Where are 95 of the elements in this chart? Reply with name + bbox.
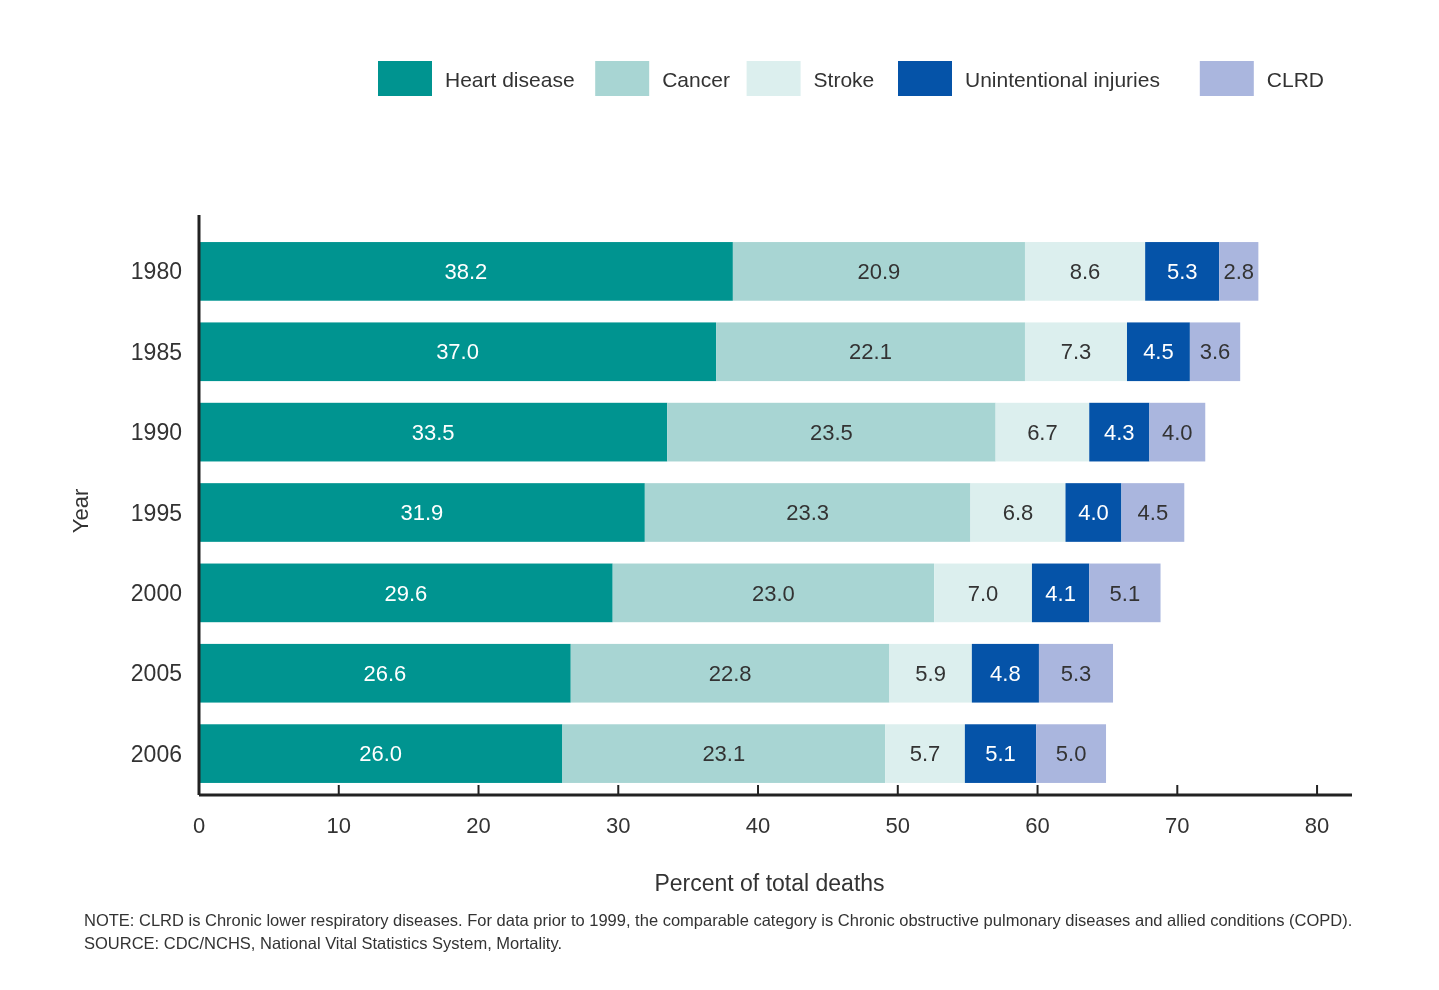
x-tick-label: 10 <box>326 813 351 838</box>
legend-label: Heart disease <box>445 68 575 92</box>
data-label: 33.5 <box>411 419 455 445</box>
y-tick-label: 1980 <box>130 258 182 285</box>
data-label: 4.0 <box>1078 500 1109 526</box>
bar <box>995 402 1090 462</box>
data-label: 4.3 <box>1104 419 1135 445</box>
data-label: 2.8 <box>1223 259 1255 285</box>
data-label: 4.8 <box>990 660 1021 686</box>
bar <box>199 242 733 301</box>
bar <box>199 643 571 703</box>
y-tick-label: 2006 <box>130 740 182 767</box>
data-label: 4.0 <box>1162 419 1193 445</box>
bar <box>199 402 668 462</box>
data-label: 23.0 <box>751 580 795 606</box>
data-label: 4.5 <box>1143 339 1174 365</box>
data-label: 29.6 <box>384 580 428 606</box>
x-tick-label: 30 <box>606 813 631 838</box>
data-label: 31.9 <box>400 500 444 526</box>
bar <box>1189 322 1241 382</box>
bar <box>885 724 965 783</box>
legend-label: Stroke <box>813 68 875 92</box>
data-label: 26.0 <box>359 741 403 767</box>
legend-label: CLRD <box>1266 68 1324 92</box>
data-label: 6.7 <box>1027 419 1058 445</box>
bar <box>1149 402 1206 462</box>
legend-label: Cancer <box>662 68 730 92</box>
x-tick-label: 50 <box>885 813 911 838</box>
y-tick-label: 2000 <box>130 579 182 606</box>
bar <box>199 724 563 783</box>
data-label: 37.0 <box>436 339 479 365</box>
bar <box>1024 322 1127 382</box>
bar <box>199 483 645 542</box>
data-label: 4.1 <box>1045 580 1076 606</box>
x-tick-label: 70 <box>1165 813 1190 838</box>
data-label: 23.3 <box>786 500 830 526</box>
bar <box>716 322 1025 382</box>
bar <box>1036 724 1107 783</box>
data-label: 23.1 <box>702 741 746 767</box>
bar <box>934 563 1032 623</box>
bar <box>570 643 890 703</box>
bar <box>1065 483 1122 542</box>
bar <box>612 563 935 623</box>
y-tick-label: 1990 <box>130 419 182 446</box>
data-label: 8.6 <box>1069 259 1101 285</box>
text: NOTE: CLRD is Chronic lower respiratory diseases. For data prior to 1999, the comparable category is Chronic obstructive pulmonary diseases and allied conditions (COPD). <box>84 910 1353 929</box>
y-axis-title: Year <box>67 488 93 534</box>
x-tick-label: 60 <box>1025 813 1050 838</box>
data-label: 3.6 <box>1199 339 1231 365</box>
y-tick-label: 2005 <box>130 660 182 687</box>
data-label: 5.0 <box>1055 741 1087 767</box>
x-tick-label: 20 <box>466 813 491 838</box>
legend-label: Unintentional injuries <box>965 68 1160 92</box>
data-label: 26.6 <box>363 660 407 686</box>
data-label: 5.7 <box>909 741 941 767</box>
bar <box>964 724 1037 783</box>
data-label: 5.9 <box>915 660 946 686</box>
bar <box>1031 563 1090 623</box>
bar <box>667 402 996 462</box>
bar <box>732 242 1025 301</box>
data-label: 5.1 <box>985 741 1016 767</box>
bar <box>1089 402 1150 462</box>
source-note: SOURCE: CDC/NCHS, National Vital Statistics System, Mortality. <box>84 933 563 952</box>
x-axis-title: Percent of total deaths <box>654 870 885 897</box>
bar <box>971 643 1039 703</box>
data-label: 6.8 <box>1002 500 1034 526</box>
data-label: 5.1 <box>1109 580 1141 606</box>
data-label: 22.1 <box>849 339 892 365</box>
data-label: 5.3 <box>1060 660 1092 686</box>
bar <box>970 483 1066 542</box>
bar <box>889 643 972 703</box>
bar <box>1089 563 1161 623</box>
x-tick-label: 80 <box>1304 813 1330 838</box>
data-label: 5.3 <box>1166 259 1198 285</box>
bar <box>1038 643 1114 703</box>
y-tick-label: 1995 <box>130 499 182 526</box>
bar <box>199 322 717 382</box>
data-label: 23.5 <box>809 419 853 445</box>
x-tick-label: 0 <box>192 813 206 838</box>
bar <box>562 724 886 783</box>
bar <box>1126 322 1190 382</box>
y-tick-label: 1985 <box>130 338 182 365</box>
bar <box>1024 242 1146 301</box>
x-tick-label: 40 <box>745 813 771 838</box>
bar <box>199 563 613 623</box>
bar <box>644 483 971 542</box>
bar <box>1121 483 1185 542</box>
data-label: 20.9 <box>857 259 901 285</box>
data-label: 38.2 <box>444 259 488 285</box>
data-label: 22.8 <box>708 660 752 686</box>
data-label: 4.5 <box>1137 500 1169 526</box>
bar <box>1145 242 1220 301</box>
bar <box>1219 242 1259 301</box>
data-label: 7.0 <box>967 580 999 606</box>
data-label: 7.3 <box>1060 339 1092 365</box>
